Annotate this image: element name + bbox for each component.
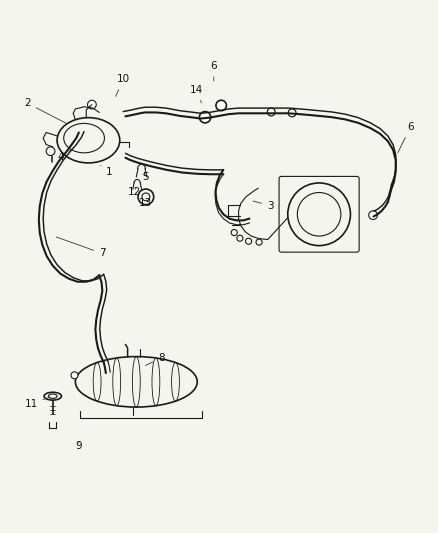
Text: 6: 6 — [211, 61, 217, 81]
Text: 11: 11 — [25, 397, 50, 409]
Text: 12: 12 — [127, 187, 141, 197]
Text: 2: 2 — [24, 98, 67, 123]
Text: 4: 4 — [57, 150, 71, 162]
Text: 14: 14 — [190, 85, 203, 103]
Text: 5: 5 — [142, 172, 148, 182]
Circle shape — [71, 372, 78, 379]
Text: 9: 9 — [75, 441, 82, 451]
Text: 7: 7 — [56, 237, 106, 259]
Text: 10: 10 — [116, 75, 130, 96]
Circle shape — [216, 100, 226, 111]
Circle shape — [288, 109, 296, 117]
Text: 8: 8 — [145, 353, 165, 366]
Text: 3: 3 — [253, 200, 274, 211]
Text: 6: 6 — [398, 122, 414, 152]
Circle shape — [88, 100, 96, 109]
Circle shape — [199, 111, 211, 123]
Text: 1: 1 — [101, 166, 113, 176]
Circle shape — [369, 211, 378, 220]
Text: 13: 13 — [139, 198, 152, 208]
Circle shape — [267, 108, 275, 116]
